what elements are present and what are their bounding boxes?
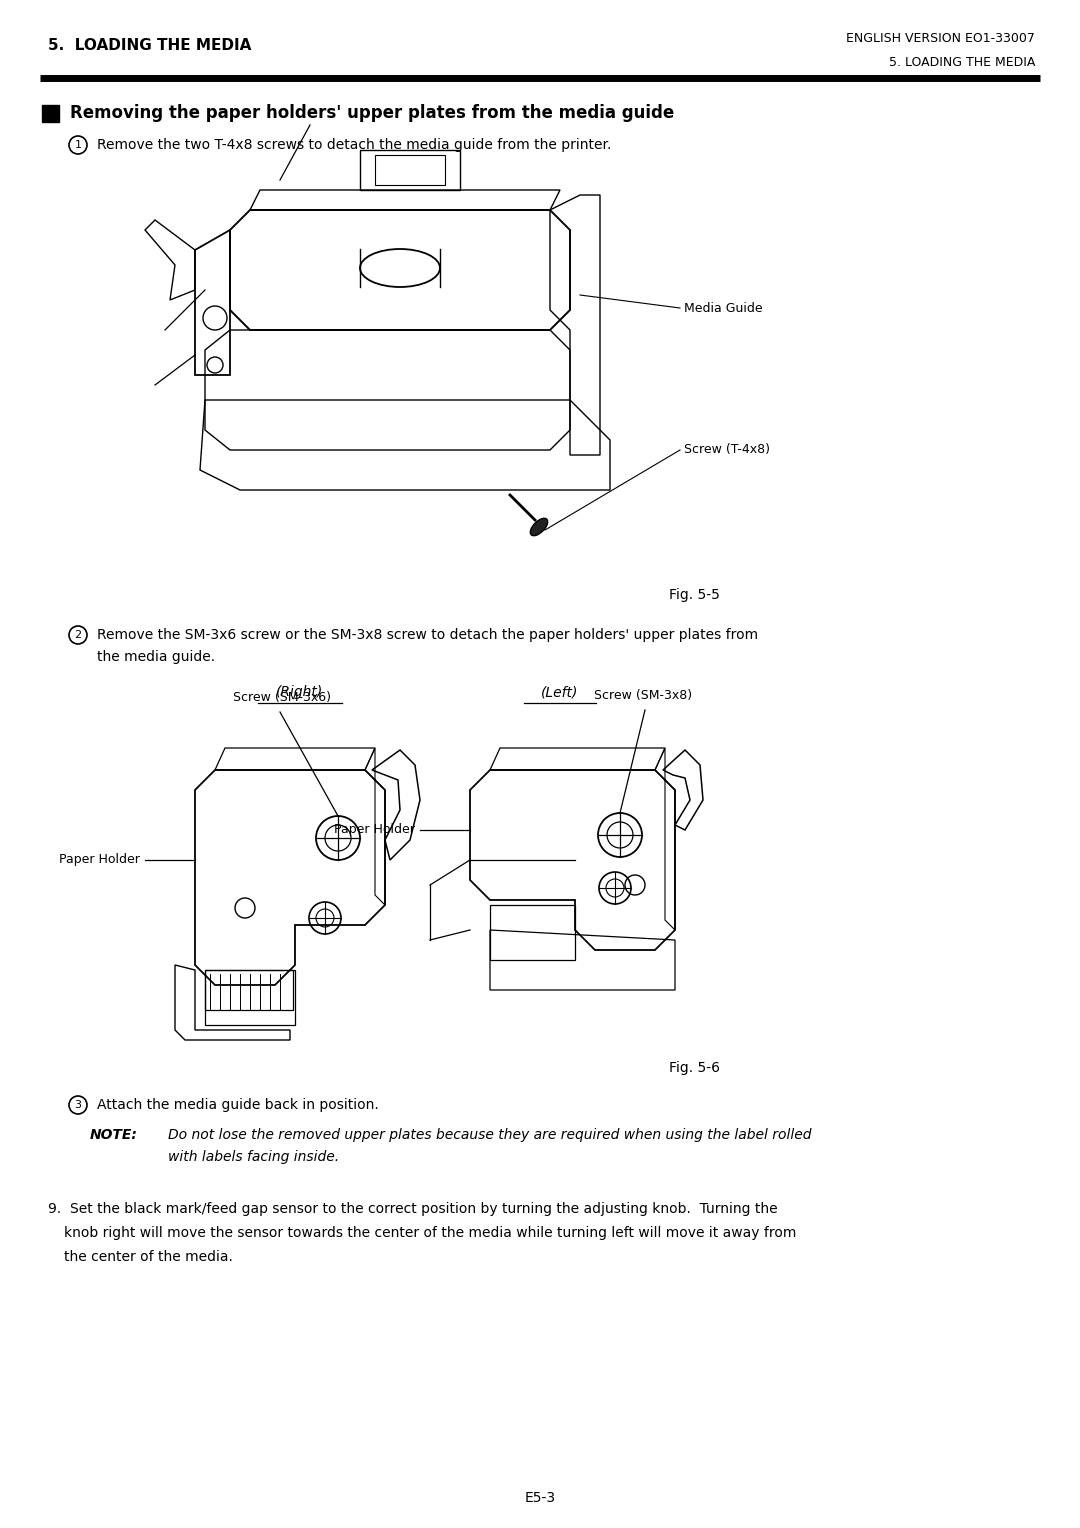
Text: (Right): (Right) xyxy=(276,685,324,698)
Text: E5-3: E5-3 xyxy=(525,1491,555,1505)
Bar xyxy=(205,970,293,1010)
Text: with labels facing inside.: with labels facing inside. xyxy=(168,1151,339,1164)
Text: Fig. 5-6: Fig. 5-6 xyxy=(669,1060,720,1076)
Text: Media Guide: Media Guide xyxy=(684,301,762,315)
Text: the center of the media.: the center of the media. xyxy=(64,1250,233,1264)
Text: 3: 3 xyxy=(75,1100,81,1109)
Text: 1: 1 xyxy=(75,141,81,150)
Text: 9.  Set the black mark/feed gap sensor to the correct position by turning the ad: 9. Set the black mark/feed gap sensor to… xyxy=(48,1203,778,1216)
Text: (Left): (Left) xyxy=(541,685,579,698)
Text: ENGLISH VERSION EO1-33007: ENGLISH VERSION EO1-33007 xyxy=(846,32,1035,44)
Text: the media guide.: the media guide. xyxy=(97,649,215,665)
Text: Fig. 5-5: Fig. 5-5 xyxy=(670,588,720,602)
Text: Removing the paper holders' upper plates from the media guide: Removing the paper holders' upper plates… xyxy=(70,104,674,122)
Ellipse shape xyxy=(530,518,548,536)
Text: Attach the media guide back in position.: Attach the media guide back in position. xyxy=(97,1099,379,1112)
Text: 5.  LOADING THE MEDIA: 5. LOADING THE MEDIA xyxy=(48,38,252,52)
Text: 5. LOADING THE MEDIA: 5. LOADING THE MEDIA xyxy=(889,55,1035,69)
Bar xyxy=(42,105,59,122)
Text: NOTE:: NOTE: xyxy=(90,1128,138,1141)
Text: Screw (SM-3x8): Screw (SM-3x8) xyxy=(594,689,692,703)
Text: knob right will move the sensor towards the center of the media while turning le: knob right will move the sensor towards … xyxy=(64,1225,796,1241)
Text: Screw (SM-3x6): Screw (SM-3x6) xyxy=(233,692,330,704)
Text: Paper Holder: Paper Holder xyxy=(59,854,140,866)
Text: Remove the SM-3x6 screw or the SM-3x8 screw to detach the paper holders' upper p: Remove the SM-3x6 screw or the SM-3x8 sc… xyxy=(97,628,758,642)
Text: 2: 2 xyxy=(75,630,82,640)
Text: Paper Holder: Paper Holder xyxy=(334,824,415,836)
Text: Do not lose the removed upper plates because they are required when using the la: Do not lose the removed upper plates bec… xyxy=(168,1128,811,1141)
Text: Screw (T-4x8): Screw (T-4x8) xyxy=(684,443,770,457)
Text: Remove the two T-4x8 screws to detach the media guide from the printer.: Remove the two T-4x8 screws to detach th… xyxy=(97,138,611,151)
